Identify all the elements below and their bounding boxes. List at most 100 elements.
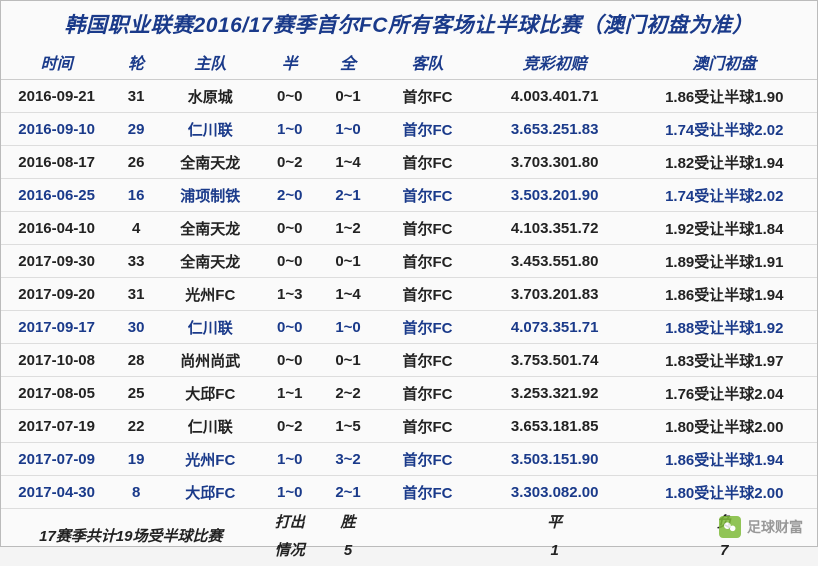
summary-win-label: 胜 xyxy=(319,509,377,538)
cell-round: 8 xyxy=(112,476,160,509)
cell-half: 0~0 xyxy=(261,80,319,113)
cell-full: 1~4 xyxy=(319,278,377,311)
cell-away: 首尔FC xyxy=(377,278,478,311)
cell-away: 首尔FC xyxy=(377,311,478,344)
cell-odds: 3.503.201.90 xyxy=(478,179,632,212)
summary-label1: 打出 xyxy=(261,509,319,538)
table-row: 2017-09-1730仁川联0~01~0首尔FC4.073.351.711.8… xyxy=(1,311,817,344)
cell-away: 首尔FC xyxy=(377,443,478,476)
cell-round: 16 xyxy=(112,179,160,212)
cell-home: 仁川联 xyxy=(160,410,261,443)
cell-half: 1~1 xyxy=(261,377,319,410)
cell-date: 2017-09-30 xyxy=(1,245,112,278)
cell-odds: 4.073.351.71 xyxy=(478,311,632,344)
cell-away: 首尔FC xyxy=(377,410,478,443)
cell-odds: 3.503.151.90 xyxy=(478,443,632,476)
cell-date: 2016-09-21 xyxy=(1,80,112,113)
cell-half: 1~0 xyxy=(261,476,319,509)
cell-round: 31 xyxy=(112,80,160,113)
cell-away: 首尔FC xyxy=(377,245,478,278)
table-row: 2016-09-2131水原城0~00~1首尔FC4.003.401.711.8… xyxy=(1,80,817,113)
cell-half: 0~2 xyxy=(261,410,319,443)
cell-round: 26 xyxy=(112,146,160,179)
cell-macau: 1.89受让半球1.91 xyxy=(632,245,817,278)
cell-macau: 1.92受让半球1.84 xyxy=(632,212,817,245)
cell-round: 19 xyxy=(112,443,160,476)
cell-full: 0~1 xyxy=(319,245,377,278)
cell-odds: 3.453.551.80 xyxy=(478,245,632,278)
cell-home: 浦项制铁 xyxy=(160,179,261,212)
cell-full: 2~2 xyxy=(319,377,377,410)
cell-date: 2017-07-09 xyxy=(1,443,112,476)
cell-home: 全南天龙 xyxy=(160,245,261,278)
cell-date: 2016-06-25 xyxy=(1,179,112,212)
cell-macau: 1.82受让半球1.94 xyxy=(632,146,817,179)
table-row: 2017-07-1922仁川联0~21~5首尔FC3.653.181.851.8… xyxy=(1,410,817,443)
summary-label2: 情况 xyxy=(261,537,319,565)
cell-macau: 1.74受让半球2.02 xyxy=(632,113,817,146)
table-row: 2016-04-104全南天龙0~01~2首尔FC4.103.351.721.9… xyxy=(1,212,817,245)
table-body: 2016-09-2131水原城0~00~1首尔FC4.003.401.711.8… xyxy=(1,80,817,509)
cell-odds: 3.653.181.85 xyxy=(478,410,632,443)
cell-home: 仁川联 xyxy=(160,113,261,146)
cell-home: 全南天龙 xyxy=(160,212,261,245)
cell-away: 首尔FC xyxy=(377,80,478,113)
cell-date: 2017-09-20 xyxy=(1,278,112,311)
table-header-row: 时间 轮 主队 半 全 客队 竞彩初赔 澳门初盘 xyxy=(1,45,817,80)
page-title: 韩国职业联赛2016/17赛季首尔FC所有客场让半球比赛（澳门初盘为准） xyxy=(1,1,817,45)
col-away: 客队 xyxy=(377,45,478,80)
cell-round: 33 xyxy=(112,245,160,278)
cell-full: 2~1 xyxy=(319,476,377,509)
cell-full: 2~1 xyxy=(319,179,377,212)
cell-macau: 1.86受让半球1.94 xyxy=(632,443,817,476)
cell-macau: 1.74受让半球2.02 xyxy=(632,179,817,212)
table-row: 2017-07-0919光州FC1~03~2首尔FC3.503.151.901.… xyxy=(1,443,817,476)
cell-odds: 3.253.321.92 xyxy=(478,377,632,410)
summary-win-val: 5 xyxy=(319,537,377,565)
col-date: 时间 xyxy=(1,45,112,80)
cell-home: 大邱FC xyxy=(160,476,261,509)
table-row: 2016-08-1726全南天龙0~21~4首尔FC3.703.301.801.… xyxy=(1,146,817,179)
cell-full: 1~0 xyxy=(319,113,377,146)
cell-date: 2016-09-10 xyxy=(1,113,112,146)
cell-odds: 4.003.401.71 xyxy=(478,80,632,113)
table-row: 2016-06-2516浦项制铁2~02~1首尔FC3.503.201.901.… xyxy=(1,179,817,212)
cell-home: 水原城 xyxy=(160,80,261,113)
cell-full: 1~4 xyxy=(319,146,377,179)
col-macau: 澳门初盘 xyxy=(632,45,817,80)
table-row: 2017-04-308大邱FC1~02~1首尔FC3.303.082.001.8… xyxy=(1,476,817,509)
cell-date: 2017-09-17 xyxy=(1,311,112,344)
cell-odds: 3.753.501.74 xyxy=(478,344,632,377)
summary-draw-val: 1 xyxy=(478,537,632,565)
summary-lose-val: 7 xyxy=(632,537,817,565)
cell-full: 1~0 xyxy=(319,311,377,344)
summary-left: 17赛季共计19场受半球比赛 xyxy=(1,509,261,566)
cell-half: 0~0 xyxy=(261,212,319,245)
cell-home: 光州FC xyxy=(160,443,261,476)
cell-away: 首尔FC xyxy=(377,212,478,245)
cell-macau: 1.86受让半球1.94 xyxy=(632,278,817,311)
cell-date: 2017-08-05 xyxy=(1,377,112,410)
cell-macau: 1.83受让半球1.97 xyxy=(632,344,817,377)
cell-odds: 3.303.082.00 xyxy=(478,476,632,509)
cell-full: 1~2 xyxy=(319,212,377,245)
cell-away: 首尔FC xyxy=(377,179,478,212)
cell-macau: 1.80受让半球2.00 xyxy=(632,476,817,509)
cell-macau: 1.76受让半球2.04 xyxy=(632,377,817,410)
cell-home: 光州FC xyxy=(160,278,261,311)
cell-date: 2016-04-10 xyxy=(1,212,112,245)
cell-odds: 3.703.301.80 xyxy=(478,146,632,179)
cell-full: 0~1 xyxy=(319,80,377,113)
cell-date: 2017-04-30 xyxy=(1,476,112,509)
cell-odds: 3.653.251.83 xyxy=(478,113,632,146)
cell-home: 全南天龙 xyxy=(160,146,261,179)
cell-round: 29 xyxy=(112,113,160,146)
table-row: 2017-09-2031光州FC1~31~4首尔FC3.703.201.831.… xyxy=(1,278,817,311)
cell-odds: 4.103.351.72 xyxy=(478,212,632,245)
cell-half: 2~0 xyxy=(261,179,319,212)
table-row: 2017-10-0828尚州尚武0~00~1首尔FC3.753.501.741.… xyxy=(1,344,817,377)
col-round: 轮 xyxy=(112,45,160,80)
cell-full: 3~2 xyxy=(319,443,377,476)
col-home: 主队 xyxy=(160,45,261,80)
table-row: 2017-08-0525大邱FC1~12~2首尔FC3.253.321.921.… xyxy=(1,377,817,410)
